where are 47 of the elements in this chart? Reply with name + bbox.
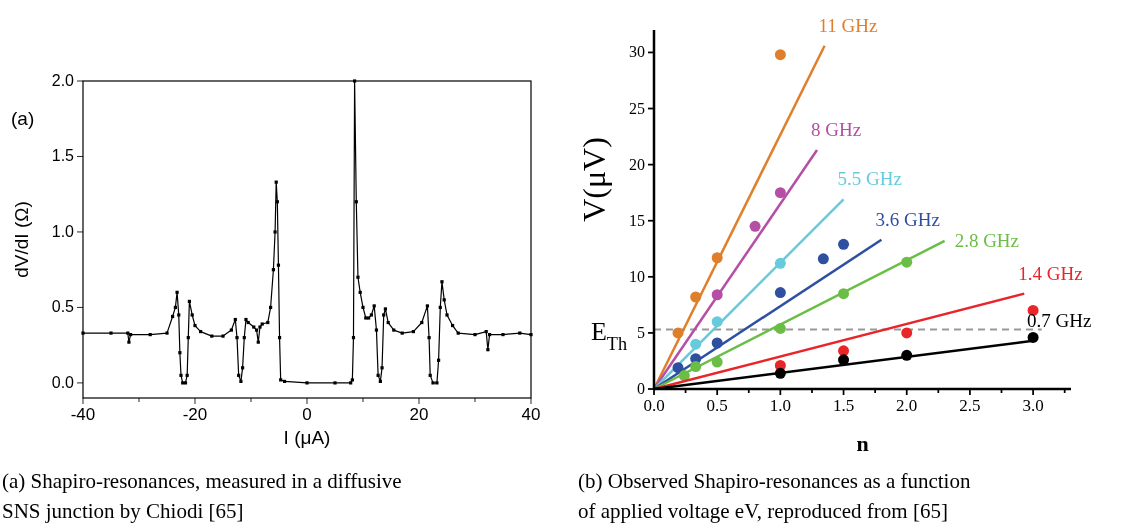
series-label: 11 GHz bbox=[818, 14, 878, 36]
text: (a) bbox=[11, 108, 35, 129]
text: (a) Shapiro-resonances, measured in a diffusive SNS junction by Chiodi [65] bbox=[2, 469, 402, 523]
y-tick-label: 10 bbox=[629, 267, 645, 285]
x-tick-label: 20 bbox=[409, 405, 429, 424]
x-tick-label: 40 bbox=[521, 405, 541, 424]
series-label: 2.8 GHz bbox=[954, 229, 1020, 251]
x-tick-label: 1.5 bbox=[832, 396, 855, 415]
point bbox=[774, 49, 786, 61]
y-tick-label: 2.0 bbox=[51, 72, 75, 89]
series-label: 5.5 GHz bbox=[837, 168, 902, 190]
ref-line-label: E$_{Th}$ bbox=[590, 316, 627, 354]
y-axis-title: dV/dI (Ω) bbox=[11, 201, 32, 278]
x-tick-label: 0.5 bbox=[706, 396, 728, 415]
y-tick-label: 1.0 bbox=[51, 222, 75, 240]
y-tick-label: 15 bbox=[629, 211, 645, 229]
point bbox=[1027, 331, 1039, 343]
x-axis-title: I (μA) bbox=[283, 427, 331, 448]
point bbox=[838, 238, 850, 250]
point bbox=[838, 345, 850, 357]
y-tick-label: 0.0 bbox=[51, 373, 75, 391]
point bbox=[749, 220, 761, 232]
x-tick-label: 2.0 bbox=[896, 396, 918, 415]
x-tick-label: 0 bbox=[302, 405, 312, 424]
series-label: 0.7 GHz bbox=[1027, 309, 1092, 331]
x-tick-label: -40 bbox=[70, 405, 96, 424]
point bbox=[817, 253, 829, 265]
x-tick-label: 1.0 bbox=[769, 396, 791, 415]
y-tick-label: 5 bbox=[637, 323, 645, 341]
x-tick-label: 3.0 bbox=[1022, 396, 1044, 415]
y-tick-label: 30 bbox=[629, 43, 645, 61]
y-tick-label: 25 bbox=[629, 99, 645, 117]
x-tick-label: 2.5 bbox=[959, 396, 981, 415]
text: (b) Observed Shapiro-resonances as a function of applied voltage eV, reproduced from [65] bbox=[578, 469, 971, 523]
point bbox=[901, 327, 913, 339]
point bbox=[774, 187, 786, 199]
y-tick-label: 1.5 bbox=[51, 147, 75, 165]
series-label: 1.4 GHz bbox=[1018, 262, 1083, 284]
y-axis-title: V(μV) bbox=[576, 137, 612, 222]
y-tick-label: 0 bbox=[637, 380, 645, 397]
series-label: 3.6 GHz bbox=[875, 208, 940, 230]
series-label: 8 GHz bbox=[811, 119, 862, 141]
y-tick-label: 20 bbox=[629, 155, 645, 173]
y-tick-label: 0.5 bbox=[51, 298, 75, 316]
x-tick-label: -20 bbox=[182, 405, 208, 424]
point bbox=[774, 287, 786, 299]
x-axis-title: n bbox=[856, 431, 869, 456]
